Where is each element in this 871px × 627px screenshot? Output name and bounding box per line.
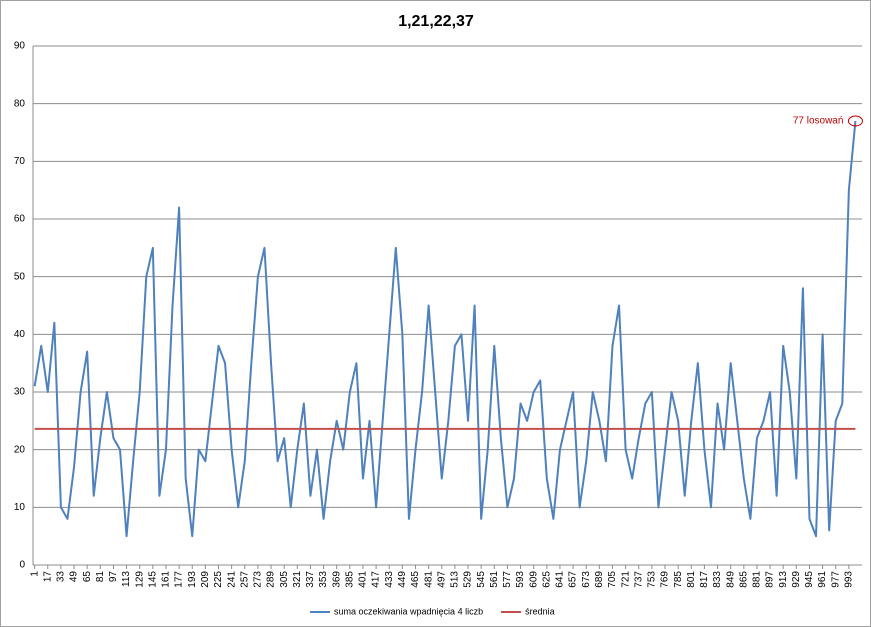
x-tick-label: 289	[266, 571, 277, 588]
y-tick-label: 40	[14, 329, 26, 340]
x-tick-label: 545	[476, 571, 487, 588]
x-tick-label: 193	[187, 571, 198, 588]
x-tick-label: 769	[660, 571, 671, 588]
y-tick-label: 0	[19, 560, 25, 571]
x-tick-label: 993	[844, 571, 855, 588]
x-tick-label: 129	[134, 571, 145, 588]
x-tick-label: 593	[515, 571, 526, 588]
x-tick-label: 801	[686, 571, 697, 588]
x-tick-label: 497	[436, 571, 447, 588]
annotation-circle	[847, 115, 863, 127]
x-tick-label: 785	[673, 571, 684, 588]
x-tick-label: 945	[804, 571, 815, 588]
x-tick-label: 145	[147, 571, 158, 588]
y-tick-label: 70	[14, 156, 26, 167]
y-tick-label: 80	[14, 98, 26, 109]
x-tick-label: 977	[830, 571, 841, 588]
x-tick-label: 97	[108, 571, 119, 583]
x-tick-label: 865	[738, 571, 749, 588]
x-tick-label: 817	[699, 571, 710, 588]
x-tick-label: 209	[200, 571, 211, 588]
x-tick-label: 1	[29, 571, 40, 577]
x-tick-label: 257	[239, 571, 250, 588]
x-tick-label: 433	[384, 571, 395, 588]
x-tick-label: 673	[581, 571, 592, 588]
x-tick-label: 161	[161, 571, 172, 588]
x-tick-label: 273	[253, 571, 264, 588]
chart-title: 1,21,22,37	[398, 13, 474, 30]
x-tick-label: 33	[56, 571, 67, 583]
x-tick-label: 401	[358, 571, 369, 588]
x-tick-label: 225	[213, 571, 224, 588]
x-tick-label: 481	[423, 571, 434, 588]
x-tick-label: 449	[397, 571, 408, 588]
y-tick-label: 50	[14, 271, 26, 282]
legend-label: suma oczekiwania wpadnięcia 4 liczb	[334, 606, 483, 616]
y-tick-label: 10	[14, 502, 26, 513]
x-tick-label: 241	[226, 571, 237, 588]
x-tick-label: 721	[620, 571, 631, 588]
x-tick-label: 177	[174, 571, 185, 588]
y-tick-label: 90	[14, 41, 26, 52]
annotation: 77 losowań	[793, 116, 844, 127]
x-tick-label: 625	[541, 571, 552, 588]
x-tick-label: 65	[82, 571, 93, 583]
x-tick-label: 897	[765, 571, 776, 588]
series-line	[33, 120, 857, 538]
x-tick-label: 17	[42, 571, 53, 583]
x-tick-label: 641	[555, 571, 566, 588]
x-tick-label: 657	[568, 571, 579, 588]
x-tick-label: 737	[633, 571, 644, 588]
y-tick-label: 60	[14, 214, 26, 225]
y-tick-label: 20	[14, 444, 26, 455]
x-tick-label: 385	[344, 571, 355, 588]
x-tick-label: 337	[305, 571, 316, 588]
x-tick-label: 913	[778, 571, 789, 588]
x-tick-label: 705	[607, 571, 618, 588]
x-tick-label: 609	[528, 571, 539, 588]
y-tick-label: 30	[14, 387, 26, 398]
x-tick-label: 849	[725, 571, 736, 588]
x-tick-label: 833	[712, 571, 723, 588]
x-tick-label: 577	[502, 571, 513, 588]
x-tick-label: 305	[279, 571, 290, 588]
x-tick-label: 689	[594, 571, 605, 588]
x-tick-label: 513	[450, 571, 461, 588]
x-tick-label: 417	[371, 571, 382, 588]
x-tick-label: 561	[489, 571, 500, 588]
x-tick-label: 881	[752, 571, 763, 588]
x-tick-label: 753	[647, 571, 658, 588]
x-tick-label: 929	[791, 571, 802, 588]
x-tick-label: 369	[331, 571, 342, 588]
x-tick-label: 321	[292, 571, 303, 588]
x-tick-label: 113	[121, 571, 132, 587]
x-tick-label: 49	[69, 571, 80, 583]
x-tick-label: 353	[318, 571, 329, 588]
x-tick-label: 529	[463, 571, 474, 588]
legend-label: średnia	[525, 606, 555, 616]
x-tick-label: 465	[410, 571, 421, 588]
x-tick-label: 961	[817, 571, 828, 588]
x-tick-label: 81	[95, 571, 106, 583]
